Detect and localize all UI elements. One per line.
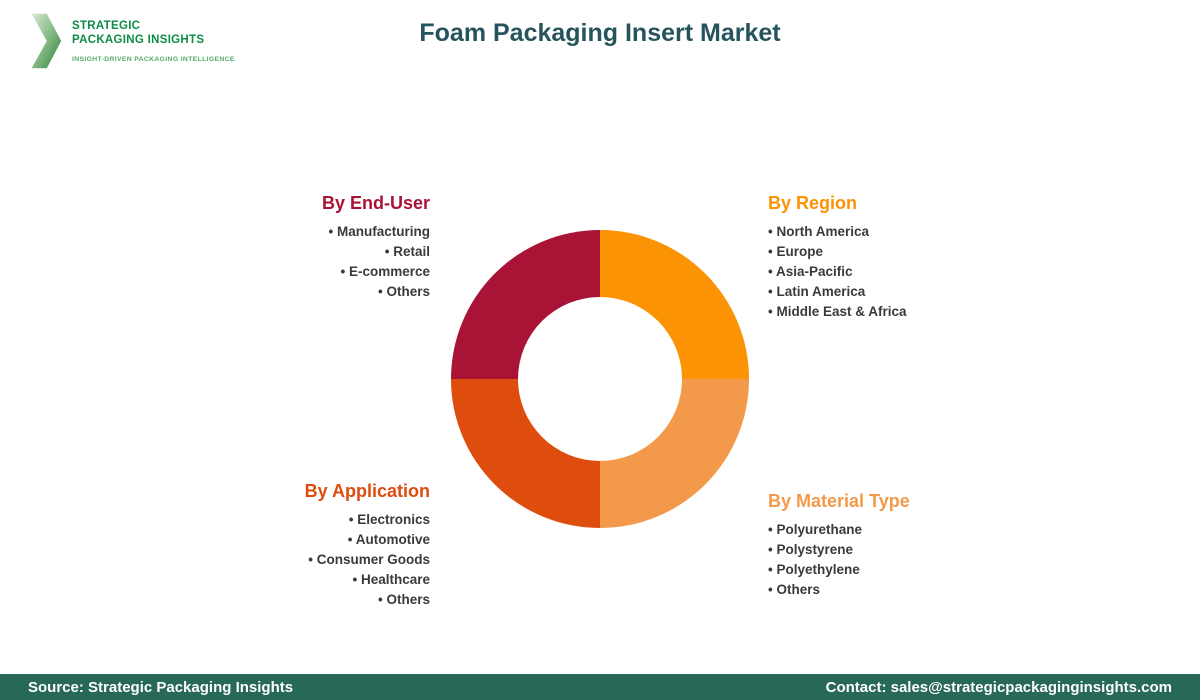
segment-block-end-user: By End-User • Manufacturing • Retail • E-c… — [322, 192, 430, 302]
bullet-icon: • — [384, 244, 390, 259]
legend-item: • Others — [768, 580, 910, 600]
bullet-icon: • — [768, 542, 773, 557]
legend-item-label: Others — [386, 592, 430, 607]
bullet-icon: • — [768, 582, 773, 597]
legend-item: • Latin America — [768, 282, 907, 302]
bullet-icon: • — [328, 224, 334, 239]
legend-item-label: North America — [776, 224, 870, 239]
segment-items: • North America • Europe • Asia-Pacific • L… — [768, 222, 907, 322]
logo-tagline: INSIGHT-DRIVEN PACKAGING INTELLIGENCE — [72, 56, 235, 63]
legend-item-label: Consumer Goods — [316, 552, 430, 567]
legend-item-label: Manufacturing — [337, 224, 430, 239]
bullet-icon: • — [347, 532, 353, 547]
legend-item-label: Automotive — [355, 532, 430, 547]
legend-item: • Middle East & Africa — [768, 302, 907, 322]
legend-item-label: Retail — [393, 244, 430, 259]
segment-block-region: By Region • North America • Europe • Asia-… — [768, 192, 907, 322]
bullet-icon: • — [377, 284, 383, 299]
logo-text: STRATEGIC PACKAGING INSIGHTS INSIGHT-DRI… — [72, 10, 235, 63]
donut-hole — [518, 297, 682, 461]
legend-item: • E-commerce — [322, 262, 430, 282]
bullet-icon: • — [768, 562, 773, 577]
bullet-icon: • — [768, 224, 773, 239]
legend-item: • Electronics — [305, 510, 430, 530]
legend-item: • Healthcare — [305, 570, 430, 590]
bullet-icon: • — [768, 264, 773, 279]
legend-item: • Others — [322, 282, 430, 302]
legend-item-label: Others — [776, 582, 821, 597]
segment-block-application: By Application • Electronics • Automotive… — [305, 480, 430, 610]
legend-item-label: Asia-Pacific — [775, 264, 853, 279]
legend-item: • Polyurethane — [768, 520, 910, 540]
legend-item-label: Healthcare — [360, 572, 430, 587]
legend-item: • Retail — [322, 242, 430, 262]
legend-item: • Asia-Pacific — [768, 262, 907, 282]
bullet-icon: • — [340, 264, 346, 279]
legend-item: • Europe — [768, 242, 907, 262]
legend-item: • Automotive — [305, 530, 430, 550]
footer-bar: Source: Strategic Packaging Insights Con… — [0, 674, 1200, 700]
legend-item-label: Others — [386, 284, 430, 299]
legend-item: • North America — [768, 222, 907, 242]
legend-item: • Consumer Goods — [305, 550, 430, 570]
segment-items: • Electronics • Automotive • Consumer Good… — [305, 510, 430, 610]
legend-item-label: Electronics — [357, 512, 430, 527]
segment-heading: By Region — [768, 193, 858, 213]
segment-items: • Polyurethane • Polystyrene • Polyethylen… — [768, 520, 910, 600]
legend-item-label: E-commerce — [348, 264, 430, 279]
segment-heading: By End-User — [321, 193, 430, 213]
bullet-icon: • — [768, 304, 773, 319]
logo-line1: STRATEGIC — [72, 20, 141, 32]
legend-item: • Others — [305, 590, 430, 610]
legend-item-label: Europe — [776, 244, 824, 259]
legend-item-label: Polyurethane — [776, 522, 863, 537]
segment-block-material: By Material Type • Polyurethane • Polysty… — [768, 490, 910, 600]
bullet-icon: • — [308, 552, 313, 567]
legend-item-label: Polystyrene — [776, 542, 854, 557]
segment-heading: By Application — [304, 481, 430, 501]
donut-chart — [451, 230, 749, 528]
footer-contact: Contact: sales@strategicpackaginginsight… — [825, 678, 1172, 696]
bullet-icon: • — [768, 522, 773, 537]
bullet-icon: • — [768, 244, 773, 259]
page-title: Foam Packaging Insert Market — [419, 19, 781, 47]
logo: STRATEGIC PACKAGING INSIGHTS INSIGHT-DRI… — [30, 10, 235, 72]
footer-source: Source: Strategic Packaging Insights — [28, 678, 294, 696]
legend-item: • Polystyrene — [768, 540, 910, 560]
logo-chevron-icon — [31, 13, 62, 69]
legend-item: • Manufacturing — [322, 222, 431, 242]
bullet-icon: • — [377, 592, 383, 607]
bullet-icon: • — [348, 512, 354, 527]
legend-item-label: Middle East & Africa — [776, 304, 907, 319]
bullet-icon: • — [352, 572, 358, 587]
logo-line2: PACKAGING INSIGHTS — [72, 33, 205, 46]
legend-item: • Polyethylene — [768, 560, 910, 580]
bullet-icon: • — [768, 284, 773, 299]
legend-item-label: Polyethylene — [776, 562, 860, 577]
legend-item-label: Latin America — [776, 284, 866, 299]
segment-items: • Manufacturing • Retail • E-commerce • Oth… — [322, 222, 431, 302]
segment-heading: By Material Type — [768, 491, 910, 511]
